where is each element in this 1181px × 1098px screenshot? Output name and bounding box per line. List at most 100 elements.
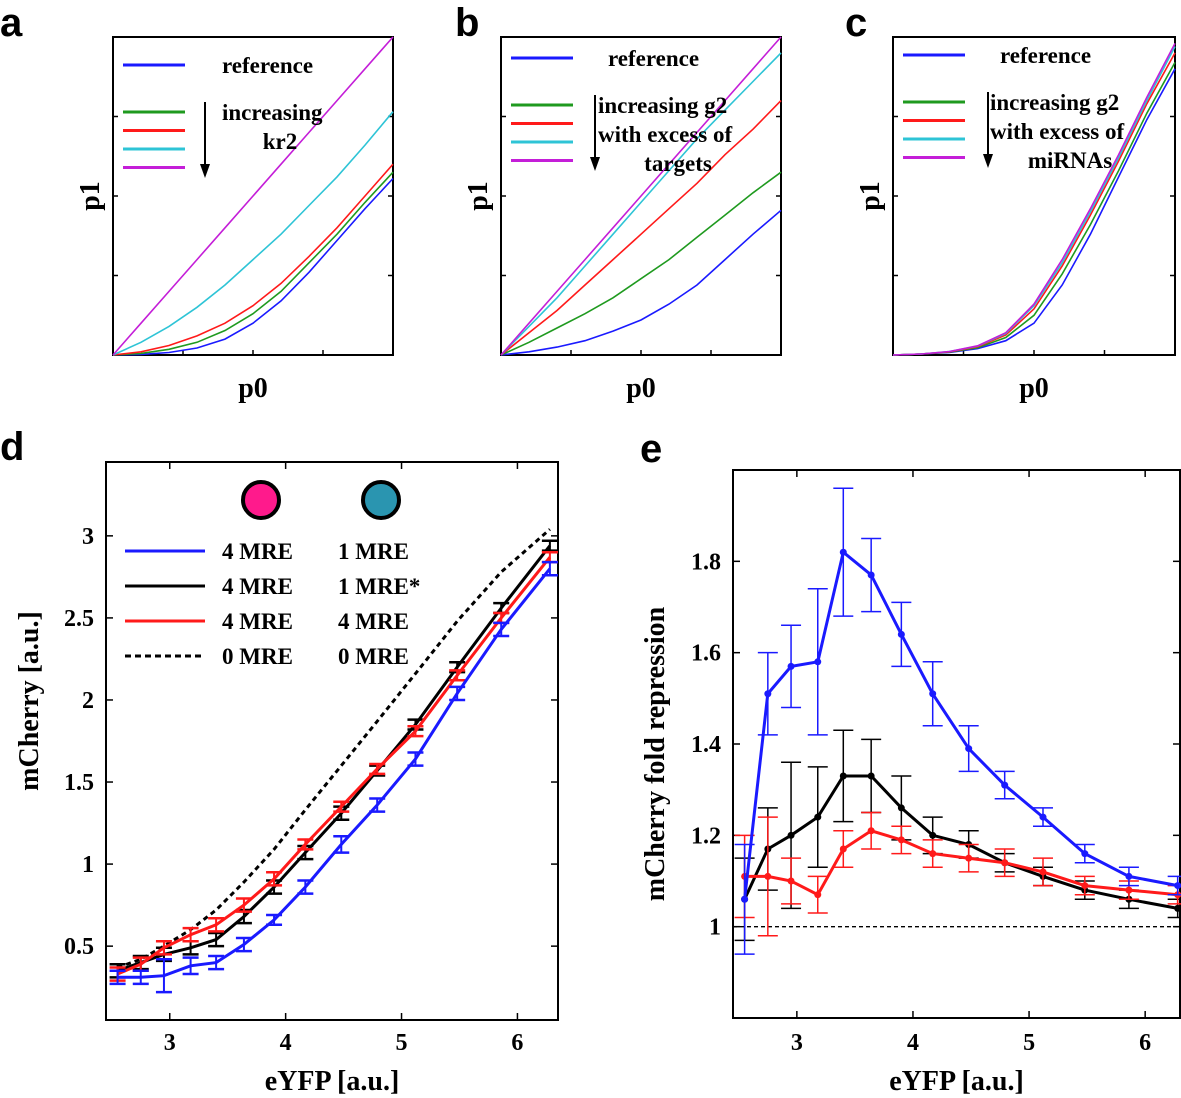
x-axis-label-a: p0: [238, 373, 268, 404]
y-tick-label-d: 1: [82, 852, 94, 878]
data-point-e: [787, 877, 795, 885]
legend-arrow-label-b: with excess of: [598, 122, 732, 147]
data-point-e: [1174, 882, 1181, 890]
legend-arrow-label-c: increasing g2: [990, 90, 1119, 115]
data-point-e: [867, 827, 875, 835]
y-tick-label-d: 1.5: [64, 770, 94, 796]
legend-label-col1-d: 4 MRE: [222, 574, 293, 599]
series-line-b: [500, 52, 782, 356]
x-tick-label-d: 3: [164, 1030, 176, 1056]
series-line-e: [743, 549, 1178, 900]
data-point-e: [814, 813, 822, 821]
panel-letter-d: d: [0, 425, 24, 469]
y-tick-label-e: 1.6: [691, 641, 721, 667]
legend-label-col2-d: 1 MRE*: [338, 574, 420, 599]
legend-arrow-label-c: miRNAs: [1028, 148, 1112, 173]
panel-letter-c: c: [845, 1, 867, 45]
panel-letter-e: e: [640, 427, 662, 471]
panel-c: c p0 p1 reference increasing g2 with excess o…: [845, 1, 1176, 404]
legend-arrow-label-c: with excess of: [990, 119, 1124, 144]
data-point-e: [965, 854, 973, 862]
series-line-d: [117, 528, 551, 969]
legend-label-reference-c: reference: [1000, 43, 1091, 68]
x-tick-label-e: 4: [907, 1030, 919, 1056]
series-line-c: [892, 43, 1176, 356]
data-point-e: [814, 891, 822, 899]
data-point-e: [897, 630, 905, 638]
legend-circle-pink: [241, 480, 281, 520]
series-line-a: [112, 177, 394, 356]
legend-arrow-label-a: kr2: [263, 129, 298, 154]
data-point-e: [839, 772, 847, 780]
data-point-e: [741, 895, 749, 903]
data-point-e: [764, 690, 772, 698]
series-line-a: [112, 171, 394, 356]
series-line-d: [117, 544, 552, 973]
data-point-e: [1125, 886, 1133, 894]
x-tick-label-e: 6: [1139, 1030, 1151, 1056]
legend-label-col2-d: 0 MRE: [338, 644, 409, 669]
legend-label-col1-d: 0 MRE: [222, 644, 293, 669]
legend-circle-teal: [361, 480, 401, 520]
x-axis-label-b: p0: [626, 373, 656, 404]
plot-frame-e: [732, 469, 1181, 1019]
legend-label-col2-d: 1 MRE: [338, 539, 409, 564]
series-line-b: [500, 100, 782, 356]
data-point-e: [867, 571, 875, 579]
legend-arrow-head-b: [590, 157, 600, 171]
plot-frame-c: [892, 36, 1176, 356]
data-point-e: [929, 831, 937, 839]
legend-arrow-head-c: [983, 154, 993, 168]
y-tick-label-d: 2.5: [64, 606, 94, 632]
legend-arrow-label-b: increasing g2: [598, 93, 727, 118]
legend-arrow-label-a: increasing: [222, 100, 323, 125]
y-axis-label-d: mCherry [a.u.]: [14, 611, 45, 791]
data-point-e: [1039, 813, 1047, 821]
y-axis-label-c: p1: [855, 181, 886, 211]
legend-label-col1-d: 4 MRE: [222, 609, 293, 634]
y-axis-label-a: p1: [75, 181, 106, 211]
data-point-e: [787, 662, 795, 670]
panel-e: e 3 4 5 6 1 1.2 1.4 1.6 1.8 eYFP [a.u.] mCherry fol…: [640, 427, 1181, 1097]
series-line-a: [112, 36, 394, 356]
y-tick-label-e: 1.8: [691, 549, 721, 575]
series-line-a: [112, 111, 394, 356]
y-tick-label-e: 1: [709, 915, 721, 941]
panel-letter-b: b: [455, 1, 479, 45]
data-point-e: [764, 872, 772, 880]
y-tick-label-d: 0.5: [64, 934, 94, 960]
data-point-e: [929, 690, 937, 698]
data-point-e: [1001, 781, 1009, 789]
series-line-b: [500, 36, 782, 356]
y-axis-label-e: mCherry fold repression: [640, 606, 671, 901]
x-axis-label-e: eYFP [a.u.]: [889, 1066, 1024, 1097]
legend-label-col2-d: 4 MRE: [338, 609, 409, 634]
y-tick-label-d: 3: [82, 524, 94, 550]
data-point-e: [839, 548, 847, 556]
x-tick-label-e: 5: [1023, 1030, 1035, 1056]
legend-label-reference-b: reference: [608, 46, 699, 71]
series-line-e: [744, 829, 1178, 897]
data-point-e: [1081, 850, 1089, 858]
series-line-d: [117, 556, 552, 976]
y-tick-label-e: 1.2: [691, 823, 721, 849]
data-point-e: [965, 745, 973, 753]
data-point-e: [1039, 868, 1047, 876]
x-axis-label-d: eYFP [a.u.]: [265, 1066, 400, 1097]
x-axis-label-c: p0: [1019, 373, 1049, 404]
panel-a: a p0 p1 reference increasing kr2: [0, 1, 394, 404]
data-point-e: [814, 658, 822, 666]
series-line-b: [500, 171, 782, 356]
data-point-e: [787, 831, 795, 839]
data-point-e: [897, 804, 905, 812]
y-tick-label-e: 1.4: [691, 732, 721, 758]
legend-label-col1-d: 4 MRE: [222, 539, 293, 564]
data-point-e: [1125, 872, 1133, 880]
data-point-e: [1001, 859, 1009, 867]
data-point-e: [929, 850, 937, 858]
series-line-e: [743, 774, 1178, 910]
series-line-a: [112, 163, 394, 356]
y-tick-label-d: 2: [82, 688, 94, 714]
x-tick-label-d: 6: [511, 1030, 523, 1056]
x-tick-label-d: 5: [396, 1030, 408, 1056]
